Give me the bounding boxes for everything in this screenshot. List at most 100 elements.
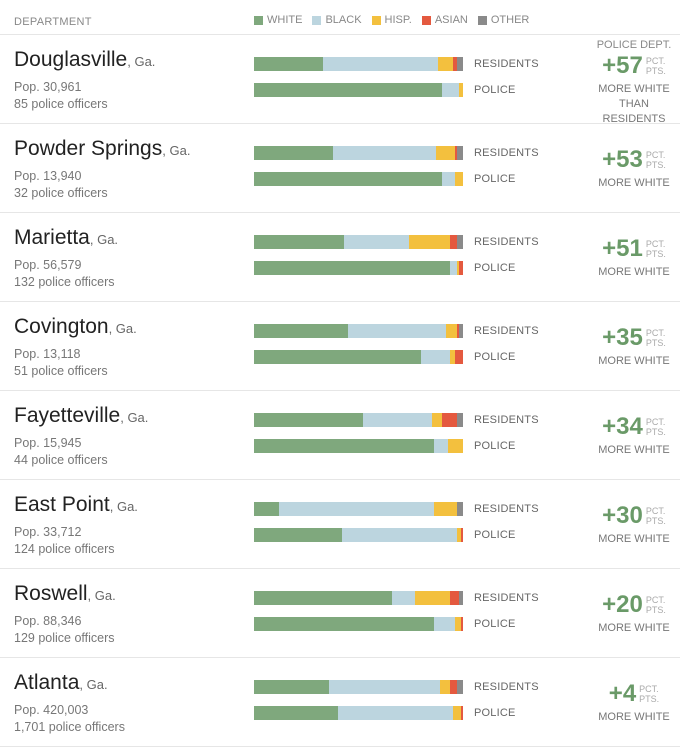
residents-segment-hispanic [437,57,453,71]
difference-value: +34 [602,413,643,440]
residents-label: RESIDENTS [474,592,539,604]
residents-segment-asian [454,146,457,160]
difference-value: +30 [602,502,643,529]
difference-caption: MORE WHITE THAN RESIDENTS [588,82,680,127]
legend-swatch [371,15,381,25]
caption-line: THAN RESIDENTS [602,98,666,125]
legend-label: ASIAN [434,14,468,26]
caption-line: MORE WHITE [598,711,670,723]
city-heading: Marietta, Ga. [14,226,118,250]
difference-unit: PCT. PTS. [646,417,666,437]
residents-label: RESIDENTS [474,681,539,693]
difference-unit: PCT. PTS. [646,595,666,615]
difference-value: +53 [602,146,643,173]
department-row: Powder Springs, Ga. Pop. 13,940 32 police … [0,123,680,213]
residents-segment-black [322,57,438,71]
police-label: POLICE [474,618,516,630]
caption-line: MORE WHITE [598,444,670,456]
difference-line: +34 PCT. PTS. [588,414,680,440]
state-abbrev: , Ga. [109,499,138,514]
city-name: Douglasville [14,48,128,71]
residents-segment-other [456,413,463,427]
difference-box: +4 PCT. PTS. MORE WHITE [588,681,680,725]
difference-value: +57 [602,52,643,79]
police-segment-asian [460,706,463,720]
police-segment-white [254,350,422,364]
officer-count: 124 police officers [14,542,115,556]
police-segment-white [254,172,443,186]
difference-caption: MORE WHITE [588,532,680,547]
residents-bar [254,591,463,605]
difference-box: +34 PCT. PTS. MORE WHITE [588,414,680,458]
police-bar [254,261,463,275]
difference-line: +57 PCT. PTS. [588,53,680,79]
city-heading: Roswell, Ga. [14,582,116,606]
unit-top: PCT. [645,56,666,66]
population: Pop. 420,003 [14,703,89,717]
residents-segment-other [456,235,463,249]
residents-segment-black [329,680,440,694]
residents-segment-black [279,502,434,516]
difference-caption: MORE WHITE [588,265,680,280]
police-segment-hispanic [448,439,463,453]
population: Pop. 13,940 [14,169,82,183]
police-segment-black [442,83,459,97]
city-name: East Point [14,493,110,516]
police-segment-black [433,439,449,453]
residents-segment-white [254,680,330,694]
police-label: POLICE [474,529,516,541]
caption-line: MORE WHITE [598,177,670,189]
residents-bar [254,235,463,249]
city-name: Atlanta [14,671,80,694]
legend-swatch [254,15,263,25]
unit-top: PCT. [639,684,659,694]
police-segment-white [254,617,434,631]
police-segment-hispanic [456,261,459,275]
city-name: Roswell [14,582,88,605]
residents-segment-hispanic [414,591,451,605]
difference-line: +35 PCT. PTS. [588,325,680,351]
residents-segment-black [348,324,447,338]
difference-caption: MORE WHITE [588,354,680,369]
department-row: Douglasville, Ga. Pop. 30,961 85 police of… [0,34,680,127]
residents-segment-white [254,413,363,427]
difference-line: +30 PCT. PTS. [588,503,680,529]
department-row: Fayetteville, Ga. Pop. 15,945 44 police of… [0,390,680,480]
difference-unit: PCT. PTS. [646,328,666,348]
residents-label: RESIDENTS [474,58,539,70]
residents-segment-asian [442,413,457,427]
legend-label: WHITE [267,14,303,26]
city-heading: Covington, Ga. [14,315,137,339]
residents-bar [254,502,463,516]
legend-label: HISP. [384,14,412,26]
city-name: Covington [14,315,109,338]
unit-bottom: PTS. [645,160,666,170]
difference-value: +4 [608,680,637,707]
population: Pop. 56,579 [14,258,82,272]
residents-segment-white [254,591,392,605]
police-segment-white [254,261,451,275]
police-label: POLICE [474,707,516,719]
residents-segment-asian [450,591,459,605]
state-abbrev: , Ga. [89,232,119,247]
caption-line: MORE WHITE [598,533,670,545]
police-bar [254,617,463,631]
residents-segment-hispanic [435,146,455,160]
legend-item-black: BLACK [312,14,362,26]
officer-count: 32 police officers [14,186,108,200]
residents-segment-white [254,235,344,249]
caption-line: MORE WHITE [598,622,670,634]
legend-swatch [477,15,487,25]
residents-segment-black [333,146,436,160]
difference-line: +20 PCT. PTS. [588,592,680,618]
police-segment-hispanic [456,528,461,542]
city-heading: Fayetteville, Ga. [14,404,148,428]
legend-swatch [421,15,431,25]
residents-segment-other [456,57,463,71]
police-segment-hispanic [452,706,461,720]
unit-top: PCT. [645,595,666,605]
officer-count: 51 police officers [14,364,108,378]
police-label: POLICE [474,173,516,185]
difference-line: +53 PCT. PTS. [588,147,680,173]
police-segment-asian [454,350,463,364]
